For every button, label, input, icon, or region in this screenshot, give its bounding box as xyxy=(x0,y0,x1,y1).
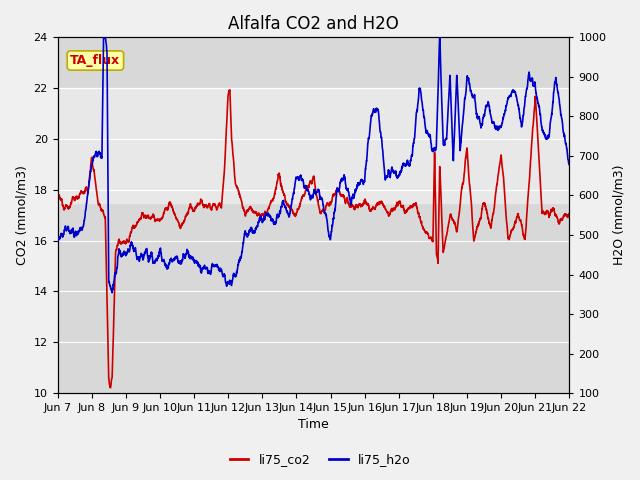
Legend: li75_co2, li75_h2o: li75_co2, li75_h2o xyxy=(225,448,415,471)
Y-axis label: CO2 (mmol/m3): CO2 (mmol/m3) xyxy=(15,165,28,265)
Text: TA_flux: TA_flux xyxy=(70,54,120,67)
Title: Alfalfa CO2 and H2O: Alfalfa CO2 and H2O xyxy=(228,15,399,33)
Y-axis label: H2O (mmol/m3): H2O (mmol/m3) xyxy=(612,165,625,265)
Bar xyxy=(58,88,570,203)
X-axis label: Time: Time xyxy=(298,419,329,432)
